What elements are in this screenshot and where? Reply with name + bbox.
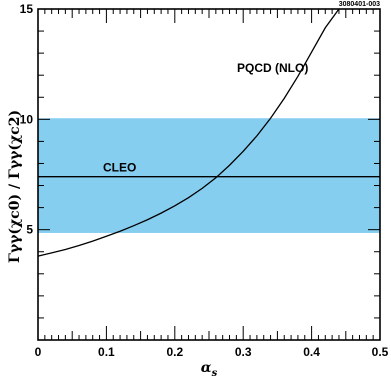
y-tick-label: 5: [26, 223, 33, 237]
y-axis-label: Γγγ(χc0) / Γγγ(χc2): [7, 110, 23, 263]
x-axis-label-subscript: s: [212, 368, 218, 379]
x-tick-label: 0.4: [303, 345, 320, 359]
cleo-label: CLEO: [103, 161, 136, 175]
x-tick-label: 0.2: [166, 345, 183, 359]
pqcd-nlo-label: PQCD (NLO): [237, 61, 308, 75]
tick-labels: 0 0.1 0.2 0.3 0.4 0.5 5 10 15: [20, 2, 389, 359]
y-tick-label: 10: [20, 112, 34, 126]
x-axis-label-symbol: α: [201, 360, 212, 376]
x-tick-label: 0.3: [235, 345, 252, 359]
cleo-band: [38, 118, 380, 233]
axis-ticks: [37, 8, 381, 341]
x-tick-label: 0.5: [372, 345, 389, 359]
x-tick-label: 0: [35, 345, 42, 359]
x-tick-label: 0.1: [98, 345, 115, 359]
y-tick-label: 15: [20, 2, 34, 16]
figure-id: 3080401-003: [339, 1, 380, 8]
x-axis-label: αs: [201, 360, 218, 379]
pqcd-nlo-curve: [37, 8, 340, 257]
